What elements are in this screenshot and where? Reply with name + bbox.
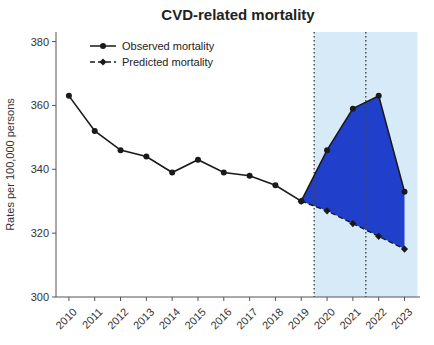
data-point	[66, 93, 72, 99]
legend-marker	[99, 58, 106, 65]
x-tick-label: 2011	[80, 306, 105, 331]
x-tick	[327, 297, 328, 301]
plot-area	[66, 32, 418, 297]
x-tick	[94, 297, 95, 301]
gap-fill	[301, 96, 404, 249]
x-tick-label: 2017	[234, 306, 260, 332]
x-tick-label: 2014	[156, 306, 182, 332]
y-tick-label: 320	[31, 227, 49, 239]
x-tick	[249, 297, 250, 301]
data-point	[92, 128, 98, 134]
x-tick	[223, 297, 224, 301]
legend-marker	[100, 43, 106, 49]
y-axis-label: Rates per 100,000 persons	[4, 98, 16, 231]
data-point	[323, 207, 330, 214]
chart: 3003203403603802010201120122013201420152…	[0, 0, 434, 345]
reference-line	[365, 32, 366, 297]
data-point	[324, 147, 330, 153]
x-tick	[68, 297, 69, 301]
legend-label: Observed mortality	[122, 40, 215, 52]
series-line	[69, 96, 405, 201]
x-tick-label: 2013	[131, 306, 157, 332]
y-tick-label: 300	[31, 291, 49, 303]
x-tick	[275, 297, 276, 301]
x-tick	[378, 297, 379, 301]
data-point	[143, 154, 149, 160]
data-point	[272, 182, 278, 188]
y-tick-label: 340	[31, 163, 49, 175]
x-tick	[301, 297, 302, 301]
data-point	[402, 189, 408, 195]
series-line	[301, 201, 404, 249]
x-tick	[352, 297, 353, 301]
y-axis-line	[56, 32, 57, 297]
x-tick	[172, 297, 173, 301]
data-point	[247, 173, 253, 179]
x-tick	[120, 297, 121, 301]
x-tick	[146, 297, 147, 301]
x-tick-label: 2019	[286, 306, 312, 332]
data-point	[298, 198, 305, 205]
data-point	[376, 93, 382, 99]
y-tick	[52, 169, 56, 170]
x-tick-label: 2021	[337, 306, 363, 332]
reference-line	[313, 32, 314, 297]
data-point	[169, 169, 175, 175]
x-tick-label: 2022	[363, 306, 389, 332]
x-tick-label: 2016	[208, 306, 234, 332]
axes: 3003203403603802010201120122013201420152…	[31, 32, 420, 331]
data-point	[350, 106, 356, 112]
x-tick	[404, 297, 405, 301]
y-tick-label: 380	[31, 36, 49, 48]
x-tick-label: 2010	[53, 306, 79, 332]
title: CVD-related mortality	[161, 6, 315, 23]
data-point	[375, 233, 382, 240]
data-point	[401, 246, 408, 253]
x-tick-label: 2012	[105, 306, 131, 332]
background	[0, 0, 434, 345]
y-tick	[52, 233, 56, 234]
x-tick-label: 2020	[311, 306, 337, 332]
legend: Observed mortality Predicted mortality	[90, 40, 215, 68]
data-point	[349, 220, 356, 227]
x-tick	[197, 297, 198, 301]
legend-label: Predicted mortality	[122, 56, 214, 68]
x-axis-line	[56, 297, 420, 298]
x-tick-label: 2015	[182, 306, 208, 332]
y-tick-label: 360	[31, 99, 49, 111]
y-tick	[52, 41, 56, 42]
y-tick	[52, 297, 56, 298]
data-point	[118, 147, 124, 153]
x-tick-label: 2023	[389, 306, 415, 332]
data-point	[298, 198, 304, 204]
data-point	[195, 157, 201, 163]
data-point	[221, 169, 227, 175]
x-tick-label: 2018	[260, 306, 286, 332]
y-tick	[52, 105, 56, 106]
